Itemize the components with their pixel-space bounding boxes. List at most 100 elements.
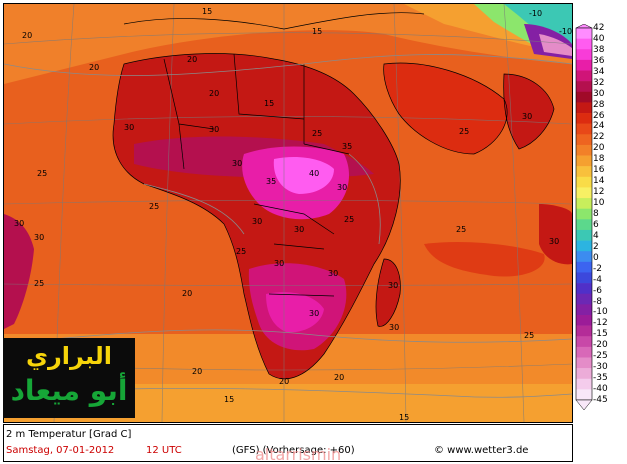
site-watermark: altarrismin	[255, 445, 342, 464]
legend-swatch	[576, 304, 592, 316]
contour-label: 30	[309, 309, 319, 318]
legend-swatch	[576, 251, 592, 263]
legend-tick-label: 12	[593, 187, 605, 198]
legend-swatch	[576, 389, 592, 401]
legend-tick-label: 4	[593, 230, 599, 241]
legend-swatch	[576, 134, 592, 146]
legend-tick-label: -20	[593, 340, 608, 351]
legend-swatch	[576, 229, 592, 241]
contour-label: 20	[209, 89, 219, 98]
contour-label: 40	[309, 169, 319, 178]
central-africa-hottest	[273, 157, 334, 194]
overlay-logo: البراري أبو ميعاد	[3, 338, 135, 418]
contour-label: 15	[264, 99, 274, 108]
legend-tick-label: -45	[593, 395, 608, 405]
legend-tick-label: -15	[593, 329, 608, 340]
legend-swatch	[576, 293, 592, 305]
legend-swatch	[576, 272, 592, 284]
contour-label: 25	[312, 129, 322, 138]
contour-label: 20	[279, 377, 289, 386]
legend-tick-label: -35	[593, 373, 608, 384]
legend-tick-label: 14	[593, 176, 605, 187]
south-america-edge	[4, 214, 34, 329]
legend-tick-label: 16	[593, 165, 605, 176]
legend-tick-label: -30	[593, 362, 608, 373]
contour-label: 20	[182, 289, 192, 298]
india-landmass	[503, 74, 554, 149]
contour-label: 30	[124, 123, 134, 132]
model-run: (GFS) (Vorhersage: +60)	[232, 445, 355, 456]
legend-swatch	[576, 219, 592, 231]
legend-swatch	[576, 81, 592, 93]
legend-swatch	[576, 325, 592, 337]
legend-tick-label: 26	[593, 110, 605, 121]
contour-label: 30	[274, 259, 284, 268]
legend-tick-label: -40	[593, 384, 608, 395]
legend-tick-label: 0	[593, 252, 599, 263]
legend-tick-label: 8	[593, 209, 599, 219]
contour-label: 30	[388, 281, 398, 290]
contour-label: 20	[192, 367, 202, 376]
contour-label: 30	[522, 112, 532, 121]
legend-tick-label: 42	[593, 23, 605, 33]
contour-label: 25	[149, 202, 159, 211]
contour-label: 35	[266, 177, 276, 186]
indian-ocean-patch	[424, 242, 545, 277]
contour-label: 25	[344, 215, 354, 224]
legend-swatch	[576, 357, 592, 369]
legend-swatch	[576, 336, 592, 348]
contour-label: 30	[232, 159, 242, 168]
legend-swatch	[576, 378, 592, 390]
contour-label: 20	[22, 31, 32, 40]
forecast-time: 12 UTC	[146, 445, 182, 456]
legend-tick-label: 22	[593, 132, 605, 143]
legend-swatch	[576, 346, 592, 358]
legend-swatch	[576, 144, 592, 156]
contour-label: 25	[456, 225, 466, 234]
color-legend: 42 40 38 36 34 32 30 28 26 24 22 20 18 16 14 12 10 8 6 4 2 0-…	[575, 24, 627, 414]
legend-tick-label: 40	[593, 33, 605, 44]
legend-swatch	[576, 91, 592, 103]
legend-swatch	[576, 113, 592, 124]
contour-label: 35	[342, 142, 352, 151]
legend-tick-label: 24	[593, 121, 605, 132]
arabia-landmass	[383, 63, 508, 154]
legend-tick-label: -2	[593, 263, 602, 274]
legend-tick-label: 28	[593, 99, 605, 110]
legend-swatch	[576, 38, 592, 50]
contour-label: 20	[89, 63, 99, 72]
legend-tick-label: -25	[593, 351, 608, 362]
legend-tick-label: 36	[593, 55, 605, 66]
legend-swatch	[576, 59, 592, 71]
contour-label: 30	[389, 323, 399, 332]
legend-tick-label: 2	[593, 241, 599, 252]
contour-label: 15	[312, 27, 322, 36]
contour-label: 15	[224, 395, 234, 404]
contour-label: 25	[459, 127, 469, 136]
legend-swatch	[576, 70, 592, 82]
contour-label: 20	[334, 373, 344, 382]
legend-swatch	[576, 166, 592, 178]
contour-label: 15	[399, 413, 409, 422]
legend-swatch	[576, 28, 592, 39]
legend-swatch	[576, 208, 592, 220]
legend-bottom-arrow	[575, 399, 593, 411]
legend-tick-label: 20	[593, 143, 605, 154]
legend-tick-label: -10	[593, 307, 608, 318]
legend-tick-label: 32	[593, 77, 605, 88]
map-title: 2 m Temperatur [Grad C]	[6, 429, 132, 440]
legend-tick-label: 10	[593, 198, 605, 209]
contour-label: -10	[529, 9, 542, 18]
contour-label: 30	[549, 237, 559, 246]
australia-edge	[539, 204, 572, 265]
contour-label: 30	[34, 233, 44, 242]
legend-tick-label: -12	[593, 318, 608, 329]
legend-tick-label: 38	[593, 44, 605, 55]
contour-label: 30	[337, 183, 347, 192]
legend-swatch	[576, 198, 592, 209]
contour-label: 25	[37, 169, 47, 178]
contour-label: 15	[202, 7, 212, 16]
legend-tick-label: 34	[593, 66, 605, 77]
legend-swatch	[576, 283, 592, 295]
legend-tick-label: -6	[593, 285, 602, 296]
